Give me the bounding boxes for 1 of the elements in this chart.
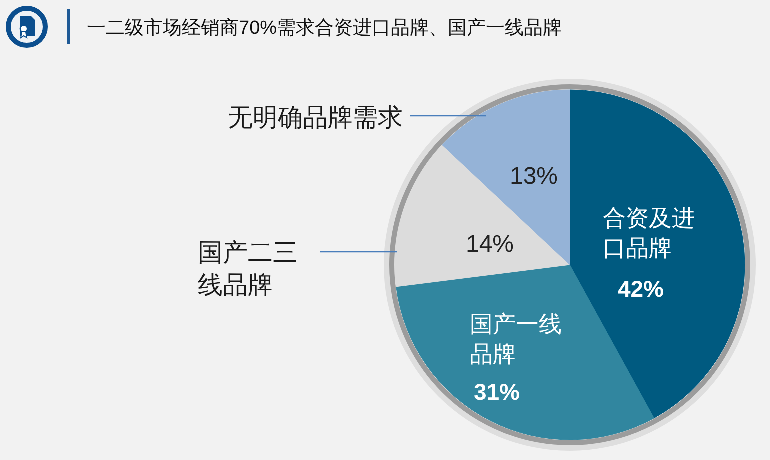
title: 一二级市场经销商70%需求合资进口品牌、国产一线品牌 [87,18,562,39]
